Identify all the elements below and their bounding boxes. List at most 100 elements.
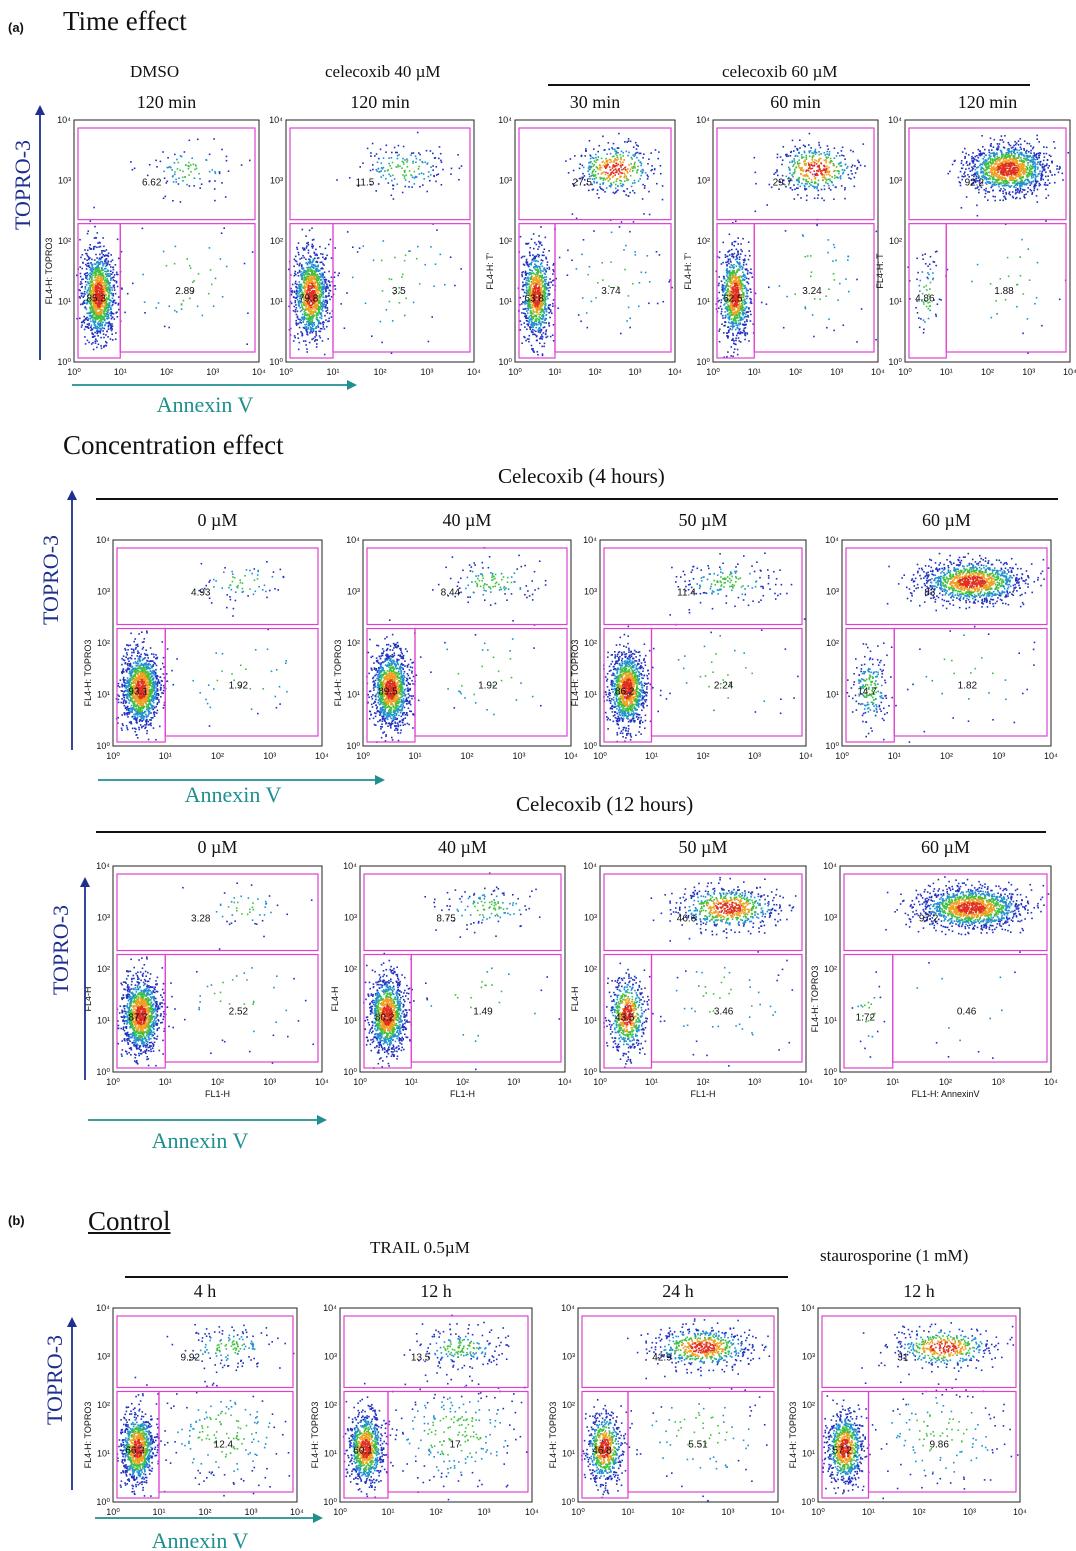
x-tick-label: 10³ bbox=[748, 1077, 761, 1087]
plot-title: 40 µM bbox=[443, 510, 492, 530]
x-tick-label: 10⁰ bbox=[593, 1077, 607, 1087]
pct-early: 3.5 bbox=[392, 286, 406, 297]
dot-plot: 12 h3157.29.8610⁰10⁰10¹10¹10²10²10³10³10… bbox=[788, 1281, 1027, 1517]
gate-upper bbox=[344, 1316, 528, 1387]
x-tick-label: 10⁴ bbox=[558, 1077, 572, 1087]
y-axis-channel: FL4-H: TOPRO3 bbox=[83, 640, 93, 707]
x-tick-label: 10² bbox=[198, 1507, 211, 1517]
pct-upper: 31 bbox=[897, 1352, 909, 1363]
pct-live: 89.5 bbox=[378, 687, 398, 698]
gate-live bbox=[909, 224, 946, 358]
plot-title: 120 min bbox=[350, 92, 410, 112]
x-tick-label: 10³ bbox=[206, 367, 219, 377]
pct-early: 5.51 bbox=[688, 1440, 708, 1451]
y-tick-label: 10¹ bbox=[324, 1449, 337, 1459]
scatter-dots bbox=[76, 138, 253, 350]
plot-title: 60 µM bbox=[922, 510, 971, 530]
dot-plot: 60 min29.762.53.2410⁰10⁰10¹10¹10²10²10³1… bbox=[683, 92, 885, 377]
gate-upper bbox=[117, 548, 318, 625]
gate-upper bbox=[367, 548, 567, 625]
x-tick-label: 10⁰ bbox=[898, 367, 912, 377]
y-tick-label: 10⁰ bbox=[801, 1497, 815, 1507]
y-tick-label: 10¹ bbox=[824, 1016, 837, 1026]
pct-early: 1.92 bbox=[229, 680, 249, 691]
y-tick-label: 10¹ bbox=[562, 1449, 575, 1459]
y-tick-label: 10³ bbox=[584, 913, 597, 923]
pct-live: 79.8 bbox=[299, 294, 319, 305]
x-tick-label: 10⁰ bbox=[833, 1077, 847, 1087]
pct-early: 2.89 bbox=[175, 286, 195, 297]
y-tick-label: 10⁰ bbox=[583, 741, 597, 751]
y-tick-label: 10⁴ bbox=[498, 115, 512, 125]
y-axis-channel: FL4-H bbox=[330, 986, 340, 1011]
x-tick-label: 10³ bbox=[721, 1507, 734, 1517]
x-axis-label: Annexin V bbox=[152, 1528, 249, 1551]
pct-live: 43.5 bbox=[615, 1013, 635, 1024]
y-tick-label: 10³ bbox=[889, 176, 902, 186]
x-tick-label: 10⁰ bbox=[106, 1507, 120, 1517]
y-tick-label: 10² bbox=[97, 1400, 110, 1410]
pct-live: 63.8 bbox=[524, 294, 544, 305]
y-tick-label: 10⁴ bbox=[888, 115, 902, 125]
x-axis-channel: FL1-H bbox=[205, 1089, 230, 1099]
x-tick-label: 10⁴ bbox=[564, 751, 578, 761]
y-tick-label: 10² bbox=[697, 236, 710, 246]
y-tick-label: 10³ bbox=[97, 587, 110, 597]
x-tick-label: 10¹ bbox=[326, 367, 339, 377]
x-tick-label: 10⁴ bbox=[1063, 367, 1076, 377]
x-tick-label: 10¹ bbox=[888, 751, 901, 761]
pct-upper: 92.2 bbox=[965, 177, 985, 188]
scatter-dots bbox=[603, 877, 796, 1068]
y-tick-label: 10⁴ bbox=[269, 115, 283, 125]
plot-title: 40 µM bbox=[438, 837, 487, 857]
x-tick-label: 10² bbox=[789, 367, 802, 377]
y-tick-label: 10⁰ bbox=[823, 1067, 837, 1077]
x-tick-label: 10⁰ bbox=[333, 1507, 347, 1517]
pct-early: 2.24 bbox=[714, 680, 734, 691]
x-tick-label: 10¹ bbox=[408, 751, 421, 761]
gate-upper bbox=[604, 874, 802, 951]
x-tick-label: 10² bbox=[981, 367, 994, 377]
y-axis-label: TOPRO-3 bbox=[10, 140, 35, 230]
y-tick-label: 10⁰ bbox=[561, 1497, 575, 1507]
dot-plot: 120 min11.579.83.510⁰10⁰10¹10¹10²10²10³1… bbox=[269, 92, 481, 377]
x-tick-label: 10³ bbox=[244, 1507, 257, 1517]
scatter-dots bbox=[581, 1318, 770, 1501]
x-tick-label: 10¹ bbox=[381, 1507, 394, 1517]
x-axis-channel: FL1-H bbox=[450, 1089, 475, 1099]
gate-upper bbox=[290, 128, 470, 220]
x-tick-label: 10⁰ bbox=[353, 1077, 367, 1087]
scatter-dots bbox=[288, 132, 462, 356]
y-tick-label: 10⁰ bbox=[343, 1067, 357, 1077]
y-axis-channel: FL4-H: T‘ bbox=[683, 252, 693, 289]
pct-upper: 8.44 bbox=[441, 588, 461, 599]
x-tick-label: 10³ bbox=[1022, 367, 1035, 377]
pct-live: 62.5 bbox=[723, 294, 743, 305]
y-axis-channel: FL4-H: TOPRO3 bbox=[810, 966, 820, 1033]
y-tick-label: 10⁰ bbox=[346, 741, 360, 751]
y-tick-label: 10³ bbox=[802, 1352, 815, 1362]
pct-upper: 9.92 bbox=[181, 1352, 201, 1363]
y-axis-label: TOPRO-3 bbox=[42, 1335, 67, 1425]
y-axis-channel: FL4-H: TOPRO3 bbox=[333, 640, 343, 707]
pct-upper: 6.62 bbox=[142, 177, 162, 188]
plot-frame bbox=[842, 540, 1051, 746]
gate-upper bbox=[364, 874, 561, 951]
y-axis-channel: FL4-H: TOPRO3 bbox=[83, 1402, 93, 1469]
x-tick-label: 10⁴ bbox=[467, 367, 481, 377]
x-tick-label: 10² bbox=[373, 367, 386, 377]
x-tick-label: 10² bbox=[456, 1077, 469, 1087]
x-tick-label: 10⁴ bbox=[871, 367, 885, 377]
x-tick-label: 10³ bbox=[992, 1077, 1005, 1087]
x-tick-label: 10² bbox=[696, 751, 709, 761]
x-tick-label: 10³ bbox=[748, 751, 761, 761]
pct-early: 3.74 bbox=[601, 286, 621, 297]
y-tick-label: 10¹ bbox=[344, 1016, 357, 1026]
y-tick-label: 10³ bbox=[97, 913, 110, 923]
plot-frame bbox=[113, 540, 322, 746]
pct-early: 12.4 bbox=[214, 1440, 234, 1451]
pct-early: 17 bbox=[450, 1440, 462, 1451]
plot-title: 60 µM bbox=[921, 837, 970, 857]
scatter-dots bbox=[847, 553, 1050, 743]
y-tick-label: 10¹ bbox=[499, 297, 512, 307]
